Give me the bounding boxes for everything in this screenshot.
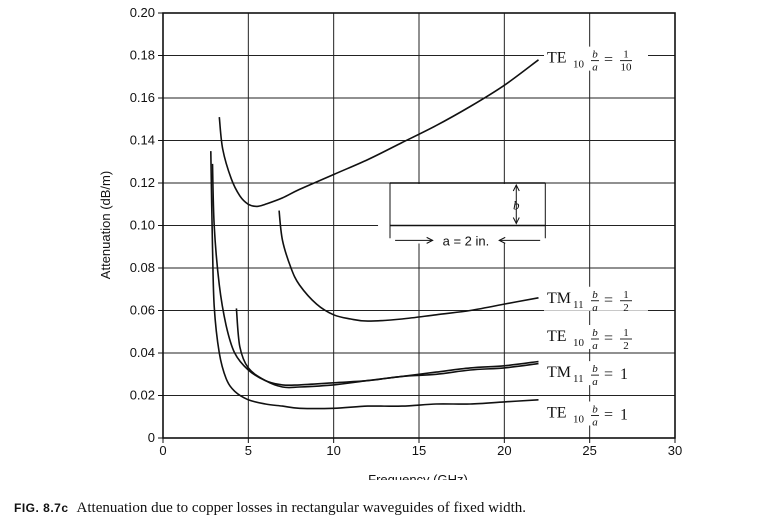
attenuation-chart: 0 5 10 15 20 25 30 0 0.02 0.04 0.06 0.08 0.10 0.12 0.1… [98, 5, 683, 480]
series-label-3: TE 10 ba = 12 [544, 325, 648, 352]
x-tick-label: 25 [582, 443, 596, 458]
series-line-4 [235, 308, 539, 389]
x-tick-label: 30 [668, 443, 682, 458]
figure-caption: FIG. 8.7c Attenuation due to copper losse… [14, 500, 774, 517]
y-tick-label: 0.08 [130, 260, 155, 275]
y-axis-title: Attenuation (dB/m) [98, 171, 113, 279]
series-label-mode: TM [547, 364, 571, 381]
series-line-2 [278, 210, 539, 322]
series-label-equals: = [604, 366, 613, 383]
ratio-numerator: 1 [623, 327, 629, 339]
waveguide-inset: b a = 2 in. [378, 182, 546, 248]
y-tick-label: 0.18 [130, 48, 155, 63]
x-tick-label: 0 [159, 443, 166, 458]
plot-frame [162, 12, 676, 439]
y-tick-label: 0.10 [130, 218, 155, 233]
series-label-mode: TE [547, 50, 567, 67]
x-tick-label: 20 [497, 443, 511, 458]
y-tick-label: 0.06 [130, 303, 155, 318]
fraction-b: b [592, 289, 598, 301]
series-label-backdrop [544, 286, 648, 311]
series-label-backdrop [544, 325, 648, 349]
series-label-backdrop [544, 361, 648, 386]
series-label-backdrop [544, 401, 648, 426]
series-label-equals: = [604, 292, 613, 309]
series-label-2: TM 11 ba = 12 [544, 286, 648, 314]
b-dimension-label: b [513, 197, 520, 212]
b-arrow-up [512, 183, 520, 192]
ratio-denominator: 10 [621, 62, 633, 74]
y-tick-label: 0.12 [130, 175, 155, 190]
ratio-numerator: 1 [623, 289, 629, 301]
fraction-b: b [592, 327, 598, 339]
y-tick-label: 0.16 [130, 90, 155, 105]
series-line-3 [211, 163, 539, 387]
y-tick-label: 0.02 [130, 388, 155, 403]
a-arrow-right-head [498, 236, 506, 244]
fraction-a: a [592, 417, 598, 429]
x-tick-label: 5 [245, 443, 252, 458]
series-label-4: TM 11 ba = 1 [544, 361, 648, 388]
series-label-mode: TE [547, 328, 567, 345]
inset-background [378, 184, 541, 244]
ratio-denominator: 2 [623, 340, 629, 352]
b-arrow-down [512, 217, 520, 225]
fraction-a: a [592, 302, 598, 314]
y-tick-label: 0 [148, 430, 155, 445]
y-tick-label: 0.04 [130, 345, 155, 360]
x-tick-label: 10 [326, 443, 340, 458]
y-tick-label: 0.20 [130, 5, 155, 20]
series-label-subscript: 10 [573, 414, 585, 426]
fraction-b: b [592, 404, 598, 416]
ratio-denominator: 2 [623, 302, 629, 314]
ratio-value: 1 [620, 366, 628, 383]
axes: 0 5 10 15 20 25 30 0 0.02 0.04 0.06 0.08 0.10 0.12 0.1… [130, 5, 683, 458]
series-label-mode: TM [547, 290, 571, 307]
series-label-backdrop [544, 46, 648, 71]
x-tick-label: 15 [412, 443, 426, 458]
a-dimension-label: a = 2 in. [443, 233, 490, 248]
fraction-a: a [592, 376, 598, 388]
caption-text: Attenuation due to copper losses in rect… [76, 500, 526, 516]
x-axis-title: Frequency (GHz) [368, 472, 468, 480]
series-label-5: TE 10 ba = 1 [544, 401, 648, 429]
a-arrow-left-head [426, 236, 434, 244]
series-label-subscript: 10 [573, 337, 585, 349]
series-label-mode: TE [547, 405, 567, 422]
ratio-value: 1 [620, 407, 628, 424]
series-label-equals: = [604, 330, 613, 347]
y-tick-label: 0.14 [130, 133, 155, 148]
series-label-equals: = [604, 407, 613, 424]
fraction-b: b [592, 49, 598, 61]
fraction-a: a [592, 62, 598, 74]
series-line-1 [218, 59, 539, 208]
series-line-5 [210, 151, 539, 410]
series-layer [210, 59, 539, 410]
fraction-b: b [592, 363, 598, 375]
fraction-a: a [592, 340, 598, 352]
ratio-numerator: 1 [623, 49, 629, 61]
series-label-subscript: 11 [573, 373, 584, 385]
series-label-subscript: 10 [573, 59, 585, 71]
figure-number: FIG. 8.7c [14, 501, 69, 515]
series-label-equals: = [604, 52, 613, 69]
series-label-subscript: 11 [573, 299, 584, 311]
